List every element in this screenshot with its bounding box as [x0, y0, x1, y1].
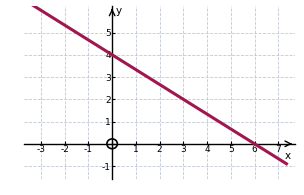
- Text: y: y: [116, 6, 122, 16]
- Text: x: x: [285, 151, 291, 161]
